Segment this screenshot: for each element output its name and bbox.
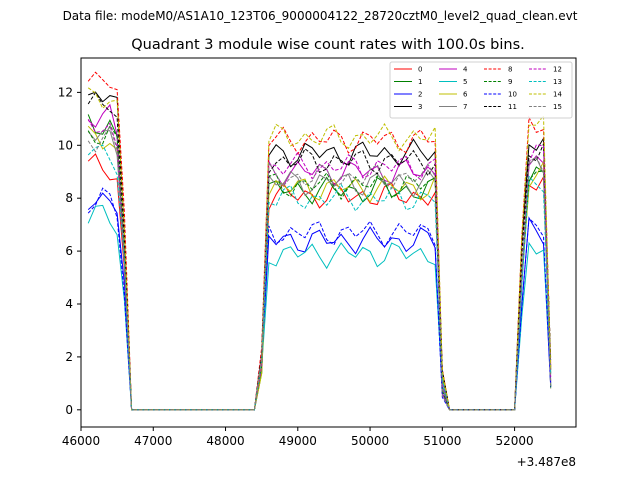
y-tick-label: 6 [65,244,73,258]
plot-area [87,71,552,411]
y-axis: 0 2 4 6 8 10 12 [58,85,81,417]
x-offset-label: +3.487e8 [517,455,576,469]
legend-box [389,61,573,119]
series-line-2 [87,192,552,411]
y-tick-label: 4 [65,297,73,311]
y-tick-label: 8 [65,191,73,205]
series-line-0 [87,153,552,411]
legend-label: 9 [508,78,512,86]
series-line-10 [87,187,552,411]
legend-label: 7 [463,103,467,111]
x-tick-label: 52000 [495,434,533,448]
suptitle: Data file: modeM0/AS1A10_123T06_90000041… [63,9,578,23]
x-tick-label: 47000 [134,434,172,448]
y-tick-label: 10 [58,138,73,152]
series-line-1 [87,114,552,411]
legend-label: 2 [418,91,422,99]
series-line-6 [87,125,552,411]
series-line-5 [87,204,552,411]
legend-label: 1 [418,78,422,86]
legend-label: 15 [553,103,562,111]
legend-label: 10 [508,91,517,99]
y-tick-label: 0 [65,403,73,417]
legend-label: 8 [508,66,512,74]
series-line-11 [87,91,552,411]
series-line-3 [88,91,552,411]
x-axis: 46000 47000 48000 49000 50000 51000 52000 [62,427,534,448]
legend-label: 14 [553,91,562,99]
chart-title: Quadrant 3 module wise count rates with … [131,37,525,53]
legend-label: 3 [418,103,422,111]
legend-label: 13 [553,78,562,86]
legend-label: 4 [463,66,468,74]
x-tick-label: 46000 [62,434,100,448]
series-line-9 [87,124,552,411]
series-line-13 [87,144,552,411]
x-tick-label: 51000 [423,434,461,448]
legend-label: 0 [418,66,422,74]
legend-label: 6 [463,91,468,99]
legend-label: 5 [463,78,467,86]
legend-label: 11 [508,103,517,111]
series-line-12 [87,118,552,411]
y-tick-label: 2 [65,350,73,364]
x-tick-label: 49000 [279,434,317,448]
legend-label: 12 [553,66,562,74]
y-tick-label: 12 [58,85,73,99]
axes-frame [80,57,577,428]
x-tick-label: 48000 [206,434,244,448]
series-line-14 [87,87,552,411]
series-line-15 [87,125,552,411]
series-line-8 [87,71,552,411]
x-tick-label: 50000 [351,434,389,448]
